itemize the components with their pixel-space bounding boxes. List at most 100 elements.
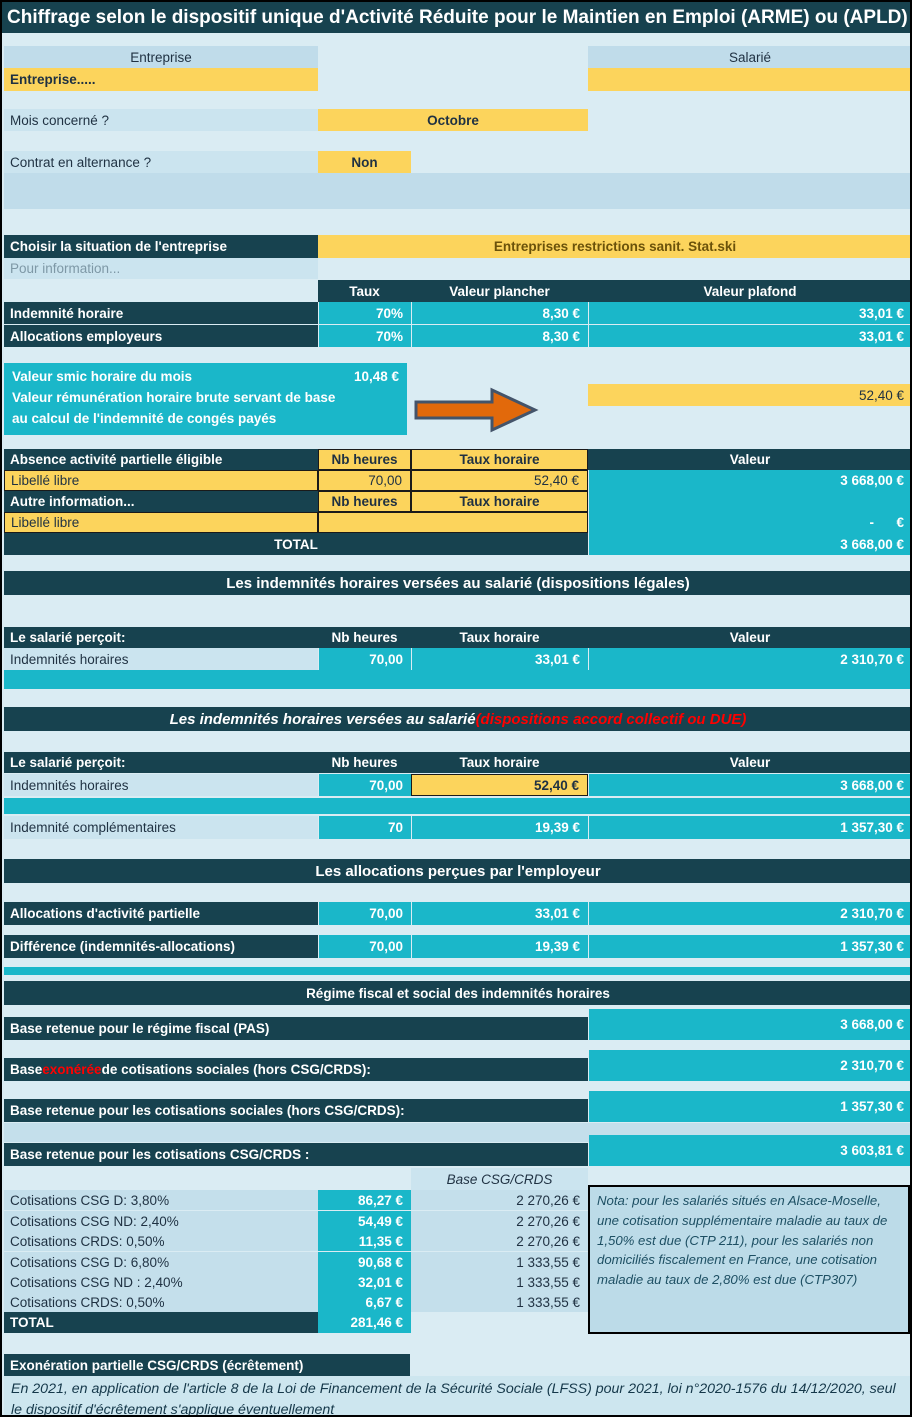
exoneration-bar: Exonération partielle CSG/CRDS (écrêteme…: [4, 1354, 410, 1376]
accord-row1-nb: 70,00: [319, 774, 411, 796]
remuneration-result[interactable]: 52,40 €: [588, 384, 910, 406]
autre-valeur-empty: [589, 491, 910, 512]
absence-taux-header: Taux horaire: [411, 449, 588, 470]
exo-label-pre: Base: [10, 1062, 43, 1077]
cotisations-total-value: 281,46 €: [318, 1312, 411, 1333]
cotisation-montant: 32,01 €: [318, 1272, 411, 1292]
alloc-row2-valeur: 1 357,30 €: [589, 935, 910, 958]
section-accord-title: Les indemnités horaires versées au salar…: [4, 707, 910, 731]
salarie-input[interactable]: [588, 68, 910, 91]
cotisation-montant: 86,27 €: [318, 1190, 411, 1210]
page-title: Chiffrage selon le dispositif unique d'A…: [2, 2, 910, 33]
accord-percoit-label: Le salarié perçoit:: [4, 752, 318, 773]
autre-info-label: Autre information...: [4, 491, 318, 512]
soc-label: Base retenue pour les cotisations social…: [4, 1099, 588, 1122]
alloc-row2-taux: 19,39 €: [412, 935, 588, 958]
autre-values-input[interactable]: [318, 512, 588, 533]
accord-taux-header: Taux horaire: [411, 752, 588, 773]
legales-row-nb: 70,00: [319, 648, 411, 670]
section-accord-title-white: Les indemnités horaires versées au salar…: [169, 710, 476, 728]
accord-row1-label: Indemnités horaires: [4, 774, 318, 796]
cotisations-total-label: TOTAL: [4, 1312, 318, 1333]
cotisation-base: 1 333,55 €: [411, 1272, 588, 1292]
cotisation-montant: 54,49 €: [318, 1211, 411, 1231]
cotisation-label: Cotisations CSG D: 6,80%: [4, 1252, 318, 1272]
absence-nb-input[interactable]: 70,00: [318, 470, 411, 491]
nota-box: Nota: pour les salariés situés en Alsace…: [588, 1185, 910, 1334]
mois-label: Mois concerné ?: [4, 109, 318, 131]
cotisation-base: 1 333,55 €: [411, 1292, 588, 1312]
alloc-row1-valeur: 2 310,70 €: [589, 902, 910, 925]
legales-row-label: Indemnités horaires: [4, 648, 318, 670]
cyan-band: [4, 967, 910, 975]
absence-header-label: Absence activité partielle éligible: [4, 449, 318, 470]
cotisation-base: 2 270,26 €: [411, 1211, 588, 1231]
pas-value: 3 668,00 €: [589, 1009, 910, 1040]
cyan-band: [4, 798, 910, 814]
absence-total-value: 3 668,00 €: [589, 533, 910, 555]
taux-header: Taux: [318, 280, 411, 302]
situation-select[interactable]: Entreprises restrictions sanit. Stat.ski: [318, 235, 910, 258]
absence-taux-input[interactable]: 52,40 €: [411, 470, 588, 491]
cotisation-montant: 11,35 €: [318, 1231, 411, 1251]
autre-valeur: - €: [589, 512, 910, 533]
libelle-libre-input-2[interactable]: Libellé libre: [4, 512, 318, 533]
alternance-select[interactable]: Non: [318, 151, 411, 173]
cotisation-label: Cotisations CSG ND : 2,40%: [4, 1272, 318, 1292]
absence-nb-header: Nb heures: [318, 449, 411, 470]
soc-value: 1 357,30 €: [589, 1091, 910, 1122]
alloc-row2-nb: 70,00: [319, 935, 411, 958]
cotisation-label: Cotisations CRDS: 0,50%: [4, 1231, 318, 1251]
legales-row-valeur: 2 310,70 €: [589, 648, 910, 670]
cyan-band: [4, 670, 910, 689]
base-csg-header: Base CSG/CRDS: [411, 1168, 588, 1190]
plancher-header: Valeur plancher: [411, 280, 588, 302]
cotisation-montant: 90,68 €: [318, 1252, 411, 1272]
cotisation-base: 2 270,26 €: [411, 1231, 588, 1251]
cotisation-base: 2 270,26 €: [411, 1190, 588, 1210]
accord-row2-valeur: 1 357,30 €: [589, 816, 910, 839]
situation-label: Choisir la situation de l'entreprise: [4, 235, 318, 258]
pas-label: Base retenue pour le régime fiscal (PAS): [4, 1017, 588, 1040]
entreprise-input[interactable]: Entreprise.....: [4, 68, 318, 91]
cotisation-label: Cotisations CSG ND: 2,40%: [4, 1211, 318, 1231]
alloc-row2-label: Différence (indemnités-allocations): [4, 935, 318, 958]
exo-label-red: exonérée: [42, 1062, 102, 1077]
cotisation-base: 1 333,55 €: [411, 1252, 588, 1272]
allocations-employeurs-plafond: 33,01 €: [589, 325, 910, 347]
accord-row1-taux-input[interactable]: 52,40 €: [411, 774, 588, 796]
remuneration-line1: Valeur rémunération horaire brute servan…: [12, 389, 336, 405]
right-arrow-icon: [414, 387, 539, 433]
exo-value: 2 310,70 €: [589, 1050, 910, 1081]
legales-taux-header: Taux horaire: [411, 627, 588, 648]
csg-value: 3 603,81 €: [589, 1135, 910, 1166]
mois-select[interactable]: Octobre: [318, 109, 588, 131]
info-label: Pour information...: [4, 258, 318, 279]
alloc-row1-taux: 33,01 €: [412, 902, 588, 925]
autre-taux-header: Taux horaire: [411, 491, 588, 512]
salarie-header: Salarié: [588, 46, 910, 68]
smic-value: 10,48 €: [353, 369, 399, 384]
absence-total-label: TOTAL: [4, 533, 588, 555]
libelle-libre-input[interactable]: Libellé libre: [4, 470, 318, 491]
exo-label-post: de cotisations sociales (hors CSG/CRDS):: [101, 1062, 371, 1077]
accord-row2-taux: 19,39 €: [412, 816, 588, 839]
accord-row1-valeur: 3 668,00 €: [589, 774, 910, 796]
footer-note: En 2021, en application de l'article 8 d…: [4, 1376, 910, 1415]
accord-row2-label: Indemnité complémentaires: [4, 816, 318, 839]
cotisation-label: Cotisations CSG D: 3,80%: [4, 1190, 318, 1210]
cotisation-label: Cotisations CRDS: 0,50%: [4, 1292, 318, 1312]
smic-label: Valeur smic horaire du mois: [12, 369, 193, 384]
alloc-row1-label: Allocations d'activité partielle: [4, 902, 318, 925]
legales-row-taux: 33,01 €: [412, 648, 588, 670]
remuneration-line2: au calcul de l'indemnité de congés payés: [12, 410, 277, 426]
accord-valeur-header: Valeur: [588, 752, 910, 773]
regime-title: Régime fiscal et social des indemnités h…: [4, 981, 910, 1005]
legales-nb-header: Nb heures: [318, 627, 411, 648]
spacer-band: [4, 173, 910, 209]
alloc-row1-nb: 70,00: [319, 902, 411, 925]
cotisation-montant: 6,67 €: [318, 1292, 411, 1312]
indemnite-horaire-taux: 70%: [319, 302, 411, 324]
accord-nb-header: Nb heures: [318, 752, 411, 773]
